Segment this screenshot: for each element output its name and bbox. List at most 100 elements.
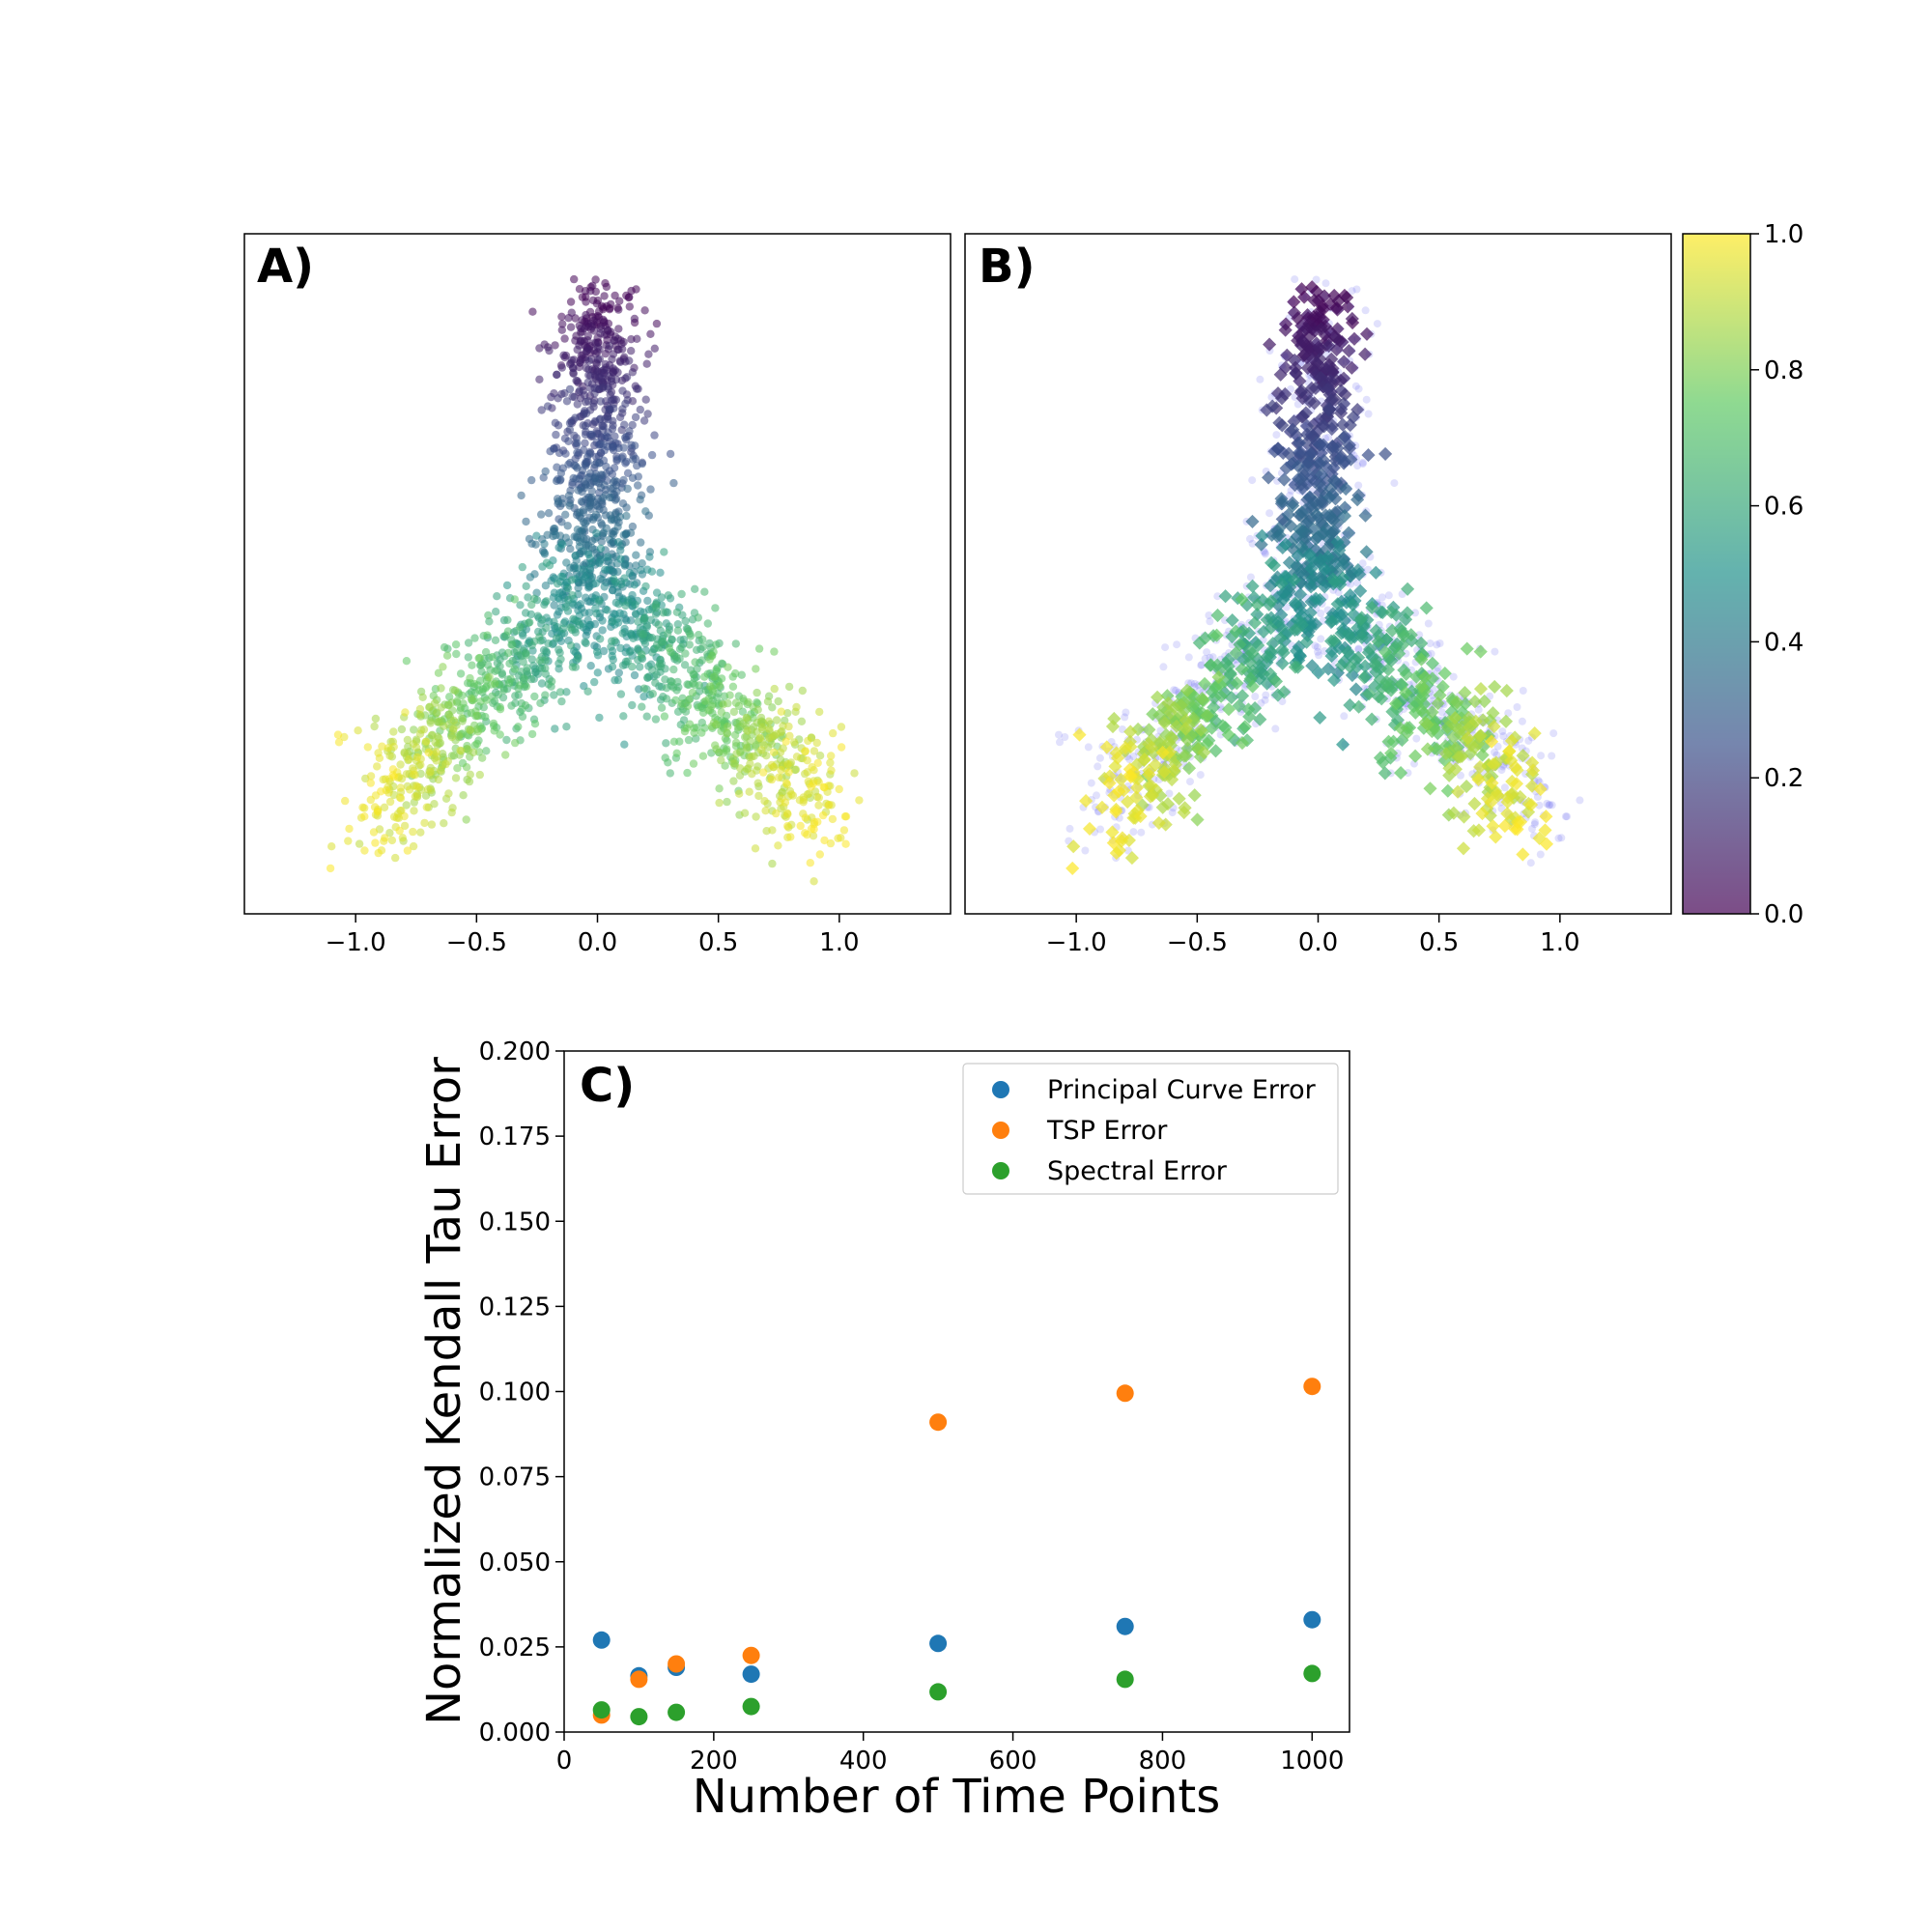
panel-a-point (607, 396, 615, 405)
legend-label-spectral: Spectral Error (1047, 1156, 1228, 1186)
panel-b-diamond (1298, 322, 1313, 336)
panel-a-point (561, 603, 570, 611)
panel-a-point (585, 554, 595, 563)
panel-b-diamond (1290, 643, 1304, 658)
panel-a-point (625, 647, 635, 656)
x-tick-label: 1.0 (819, 928, 859, 957)
panel-b-diamond (1294, 282, 1309, 297)
panel-b-background-point (1228, 640, 1236, 649)
panel-b-diamond (1369, 623, 1383, 638)
panel-a-point (638, 559, 646, 568)
panel-a-point (646, 485, 655, 494)
panel-a-point (628, 522, 638, 531)
panel-a-point (570, 274, 579, 284)
panel-a-point (731, 738, 741, 747)
panel-a-point (558, 572, 567, 582)
panel-a-point (700, 587, 709, 596)
panel-a-point (341, 796, 350, 806)
panel-a-point (600, 292, 609, 300)
panel-b-diamond (1457, 810, 1471, 824)
panel-b-background-point (1311, 641, 1320, 650)
panel-a-point (456, 669, 466, 678)
panel-a-point (453, 764, 462, 773)
panel-a-point (815, 752, 825, 760)
panel-a-point (564, 491, 574, 500)
panel-a-point (826, 838, 836, 848)
panel-a-point (493, 592, 501, 601)
panel-a-point (799, 798, 808, 807)
panel-a-point (730, 730, 740, 740)
panel-b-diamond (1471, 823, 1486, 838)
panel-a-point (600, 582, 609, 591)
panel-a-point (431, 738, 440, 747)
panel-a-point (640, 306, 649, 315)
panel-a-point (491, 679, 499, 688)
panel-a-point (709, 672, 719, 681)
panel-b-diamond (1354, 630, 1369, 644)
panel-b-diamond (1177, 749, 1191, 763)
panel-a-point (632, 384, 641, 393)
panel-b-background-point (1497, 766, 1506, 775)
panel-b-background-point (1530, 820, 1539, 829)
panel-b-diamond (1142, 723, 1156, 737)
panel-a-point (403, 735, 412, 745)
panel-a-point (345, 824, 354, 834)
panel-b-diamond (1179, 713, 1193, 728)
panel-a-point (465, 777, 474, 786)
panel-a-point (420, 818, 429, 828)
y-tick-label: 0.100 (479, 1378, 551, 1407)
panel-a-point (554, 497, 563, 506)
panel-b-diamond (1144, 779, 1158, 793)
panel-b-diamond (1260, 649, 1274, 665)
panel-a-point (810, 877, 818, 886)
panel-a-point (614, 668, 623, 677)
panel-b-diamond (1309, 591, 1323, 606)
panel-a-point (567, 576, 577, 584)
panel-a-point (467, 694, 476, 703)
panel-a-point (810, 747, 819, 755)
panel-a-point (556, 469, 566, 477)
panel-a-point (608, 663, 617, 671)
panel-b-diamond (1409, 669, 1424, 684)
panel-b-diamond (1324, 421, 1339, 437)
panel-b-diamond (1423, 781, 1437, 796)
panel-b: B) −1.0 −0.5 0.0 0.5 1.0 (964, 233, 1672, 957)
panel-b-diamond (1473, 644, 1488, 659)
panel-b-diamond (1323, 481, 1338, 496)
panel-b-background-point (1513, 703, 1521, 711)
panel-a-point (599, 646, 609, 656)
panel-a-point (468, 661, 476, 669)
panel-b-diamond (1197, 745, 1211, 759)
panel-b-diamond (1414, 679, 1429, 694)
panel-b-diamond (1145, 740, 1159, 754)
panel-b-diamond (1253, 712, 1267, 726)
panel-a-point (664, 629, 672, 638)
panel-a-point (735, 789, 744, 798)
panel-a-point (418, 693, 427, 701)
panel-a-point (424, 748, 433, 757)
panel-a-point (628, 368, 638, 377)
panel-a-point (748, 753, 756, 761)
panel-b-diamond (1152, 734, 1167, 750)
panel-b-diamond (1473, 728, 1488, 743)
panel-b-background-point (1122, 708, 1130, 717)
panel-a-point (577, 497, 586, 506)
panel-a-point (815, 707, 824, 717)
panel-b-diamond (1353, 583, 1368, 598)
panel-a-point (519, 658, 527, 667)
panel-a-point (596, 635, 605, 643)
panel-a-point (401, 708, 410, 717)
panel-a-point (496, 730, 504, 739)
panel-a-point (642, 359, 651, 368)
panel-b-background-point (1081, 846, 1090, 855)
panel-b-diamond (1341, 644, 1355, 659)
panel-a-point (458, 714, 467, 723)
panel-b-diamond (1399, 686, 1413, 700)
panel-a-point (580, 445, 588, 454)
panel-b-diamond (1307, 293, 1321, 307)
panel-a-point (592, 647, 602, 656)
panel-a-point (557, 540, 567, 549)
panel-a-point (586, 662, 595, 670)
panel-b-diamond (1065, 861, 1080, 875)
